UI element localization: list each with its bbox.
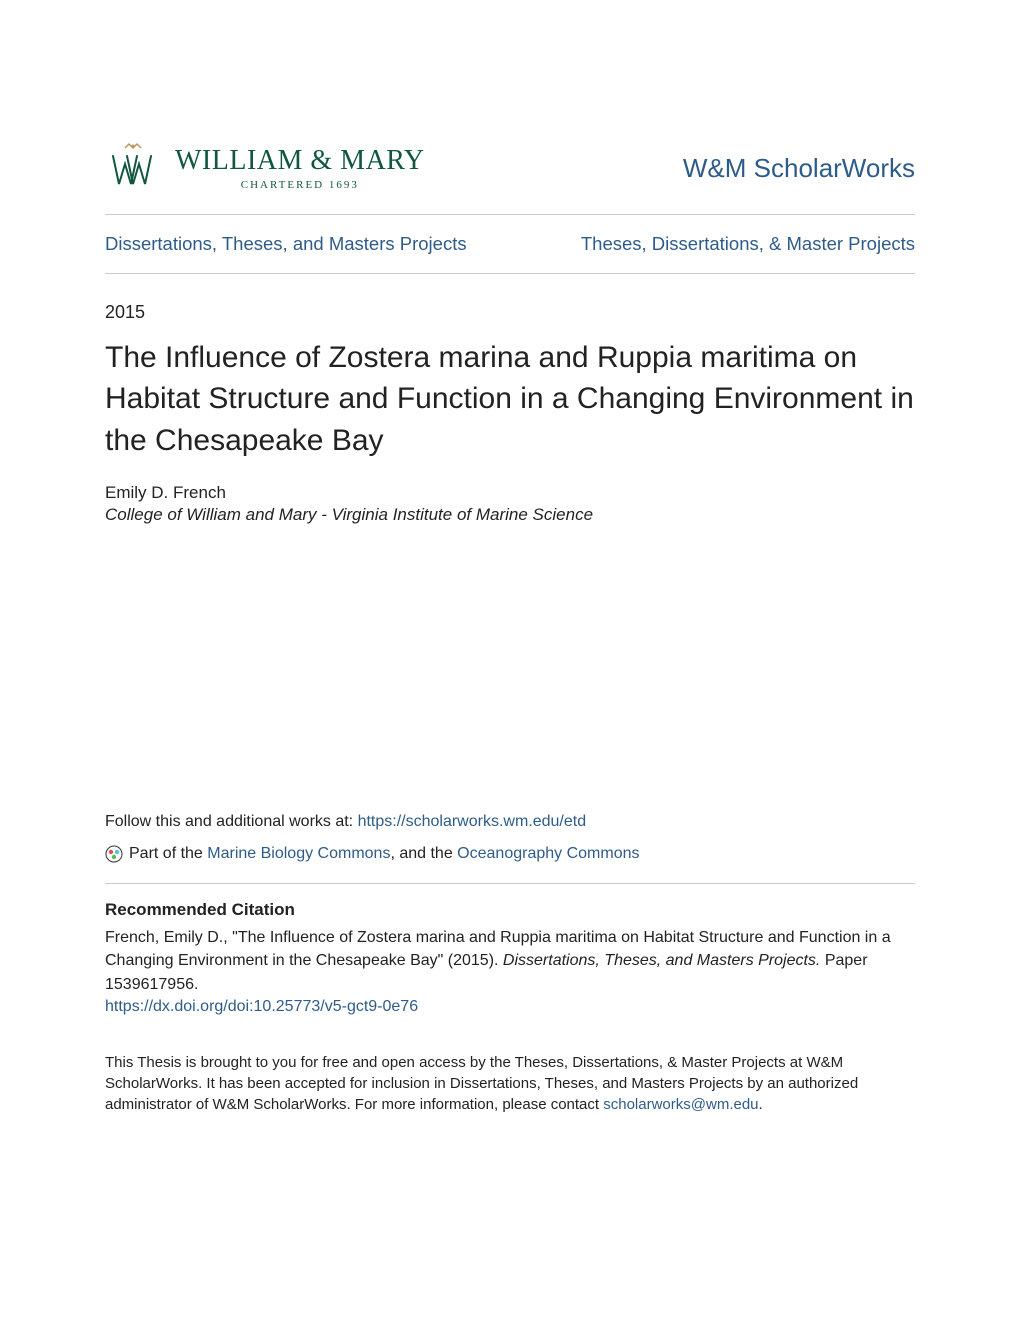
institution-name: WILLIAM & MARY — [175, 145, 425, 177]
doi-link[interactable]: https://dx.doi.org/doi:10.25773/v5-gct9-… — [105, 998, 418, 1016]
partof-connector: , and the — [390, 845, 457, 862]
partof-prefix: Part of the — [129, 845, 207, 862]
wm-cipher-icon — [105, 140, 161, 196]
commons-link-1[interactable]: Marine Biology Commons — [207, 845, 390, 862]
collection-link[interactable]: Dissertations, Theses, and Masters Proje… — [105, 233, 467, 255]
institution-name-block: WILLIAM & MARY CHARTERED 1693 — [175, 145, 425, 191]
citation-series: Dissertations, Theses, and Masters Proje… — [503, 952, 820, 969]
scholarworks-link[interactable]: W&M ScholarWorks — [683, 153, 915, 184]
divider-nav — [105, 273, 915, 274]
etd-link[interactable]: https://scholarworks.wm.edu/etd — [358, 813, 587, 830]
parent-collection-link[interactable]: Theses, Dissertations, & Master Projects — [581, 233, 915, 255]
follow-prefix: Follow this and additional works at: — [105, 813, 358, 830]
author-name: Emily D. French — [105, 483, 915, 503]
institution-logo: WILLIAM & MARY CHARTERED 1693 — [105, 140, 425, 196]
vertical-spacer — [105, 525, 915, 813]
author-affiliation: College of William and Mary - Virginia I… — [105, 505, 915, 525]
paper-title: The Influence of Zostera marina and Rupp… — [105, 337, 915, 461]
footer-post: . — [759, 1096, 763, 1113]
divider-citation — [105, 883, 915, 884]
commons-link-2[interactable]: Oceanography Commons — [457, 845, 639, 862]
recommended-citation-heading: Recommended Citation — [105, 900, 915, 920]
breadcrumb-nav: Dissertations, Theses, and Masters Proje… — [105, 215, 915, 273]
follow-works-line: Follow this and additional works at: htt… — [105, 813, 915, 831]
access-statement: This Thesis is brought to you for free a… — [105, 1052, 915, 1116]
contact-email-link[interactable]: scholarworks@wm.edu — [603, 1096, 758, 1113]
partof-text: Part of the Marine Biology Commons, and … — [129, 845, 639, 863]
publication-year: 2015 — [105, 302, 915, 323]
part-of-line: Part of the Marine Biology Commons, and … — [105, 845, 915, 863]
institution-chartered: CHARTERED 1693 — [175, 179, 425, 191]
citation-text: French, Emily D., "The Influence of Zost… — [105, 926, 915, 996]
page-header: WILLIAM & MARY CHARTERED 1693 W&M Schola… — [105, 140, 915, 196]
network-icon — [105, 845, 123, 863]
